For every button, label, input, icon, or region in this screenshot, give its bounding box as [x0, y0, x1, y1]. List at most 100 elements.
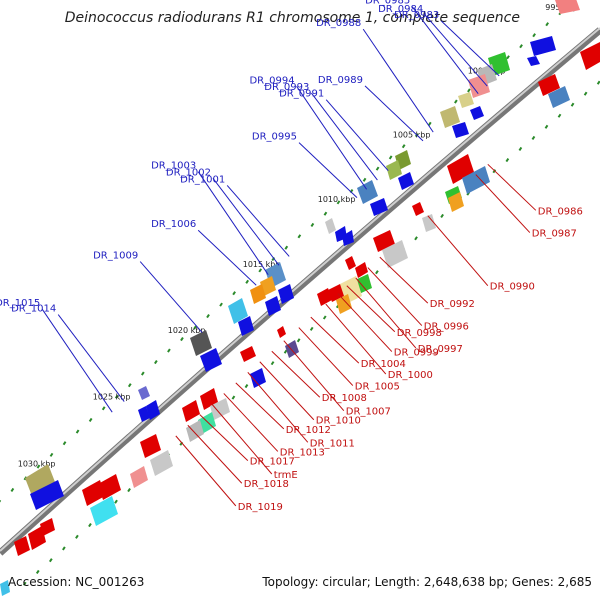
gene-label-forward[interactable]: DR_0989 [318, 75, 363, 86]
gene-label-reverse[interactable]: DR_1012 [286, 425, 331, 436]
gene-block[interactable] [90, 496, 118, 526]
gene-block[interactable] [548, 86, 570, 108]
gene-label-forward[interactable]: DR_0984 [378, 4, 423, 15]
gene-block[interactable] [470, 106, 484, 120]
gene-block[interactable] [458, 92, 474, 108]
gene-block[interactable] [250, 368, 266, 388]
gene-label-forward[interactable]: DR_0985 [365, 0, 410, 7]
gene-block[interactable] [447, 154, 474, 184]
label-leader-line [311, 92, 378, 181]
gene-label-forward[interactable]: DR_0993 [264, 82, 309, 93]
gene-block[interactable] [398, 172, 414, 190]
gene-block[interactable] [150, 450, 173, 476]
gene-block[interactable] [370, 198, 388, 216]
gene-block[interactable] [190, 330, 212, 356]
gene-block[interactable] [265, 296, 281, 316]
gene-block[interactable] [138, 386, 150, 400]
gene-label-reverse[interactable]: DR_1005 [355, 382, 400, 393]
gene-block[interactable] [422, 214, 436, 232]
gene-block[interactable] [382, 240, 408, 268]
gene-label-forward[interactable]: DR_1014 [11, 304, 56, 315]
gene-label-forward[interactable]: DR_0994 [249, 75, 294, 86]
gene-block[interactable] [140, 434, 161, 458]
gene-block[interactable] [527, 56, 540, 66]
label-leader-line [197, 229, 257, 286]
gene-block[interactable] [14, 536, 30, 556]
gene-block[interactable] [285, 340, 299, 358]
gene-label-forward[interactable]: DR_1006 [151, 219, 196, 230]
label-leader-line [259, 361, 315, 421]
gene-block[interactable] [345, 256, 356, 270]
gene-block[interactable] [182, 400, 200, 422]
gene-label-forward[interactable]: DR_1002 [166, 167, 211, 178]
gene-block[interactable] [580, 42, 600, 70]
gene-block[interactable] [452, 122, 469, 138]
gene-block[interactable] [30, 480, 64, 510]
gene-block[interactable] [238, 316, 254, 336]
gene-label-reverse[interactable]: DR_1011 [310, 438, 355, 449]
gene-block[interactable] [328, 284, 344, 302]
label-leader-line [325, 99, 389, 172]
gene-block[interactable] [555, 0, 580, 14]
gene-block[interactable] [468, 74, 490, 98]
gene-label-forward[interactable]: DR_0988 [316, 18, 361, 29]
gene-label-reverse[interactable]: DR_0987 [532, 229, 577, 240]
gene-label-reverse[interactable]: DR_1019 [238, 502, 283, 513]
gene-label-forward[interactable]: DR_0983 [394, 10, 439, 21]
gene-label-reverse[interactable]: DR_0992 [430, 299, 475, 310]
gene-block[interactable] [357, 180, 378, 204]
gene-block[interactable] [98, 474, 121, 500]
gene-block[interactable] [538, 74, 560, 96]
gene-block[interactable] [28, 526, 46, 550]
gene-block[interactable] [25, 464, 55, 496]
gene-label-forward[interactable]: DR_0995 [252, 132, 297, 143]
gene-label-reverse[interactable]: DR_1013 [280, 447, 325, 458]
gene-block[interactable] [342, 230, 354, 246]
gene-block[interactable] [186, 420, 204, 442]
scale-tick [362, 177, 367, 182]
gene-block[interactable] [355, 262, 368, 278]
kbp-label: 1025 kbp [93, 392, 131, 401]
gene-label-reverse[interactable]: trmE [274, 470, 298, 481]
gene-block[interactable] [40, 518, 55, 536]
gene-label-reverse[interactable]: DR_1010 [316, 416, 361, 427]
gene-label-reverse[interactable]: DR_0998 [397, 328, 442, 339]
scale-tick [114, 499, 118, 504]
gene-label-forward[interactable]: DR_1015 [0, 298, 40, 309]
gene-block[interactable] [146, 400, 160, 420]
gene-label-reverse[interactable]: DR_1004 [361, 359, 406, 370]
gene-block[interactable] [277, 326, 286, 338]
gene-block[interactable] [278, 284, 294, 304]
gene-block[interactable] [240, 346, 256, 362]
gene-block[interactable] [317, 288, 332, 306]
gene-label-reverse[interactable]: DR_1017 [250, 457, 295, 468]
gene-block[interactable] [210, 398, 230, 420]
gene-label-reverse[interactable]: DR_1007 [346, 407, 391, 418]
gene-block[interactable] [325, 218, 336, 234]
gene-block[interactable] [448, 192, 464, 212]
gene-block[interactable] [336, 294, 352, 314]
gene-label-reverse[interactable]: DR_1000 [388, 370, 433, 381]
gene-label-forward[interactable]: DR_1001 [180, 174, 225, 185]
gene-block[interactable] [228, 298, 248, 324]
gene-block[interactable] [0, 580, 10, 596]
gene-block[interactable] [412, 202, 424, 216]
gene-block[interactable] [130, 466, 148, 488]
gene-block[interactable] [200, 348, 222, 372]
scale-tick [388, 155, 393, 160]
gene-label-reverse[interactable]: DR_0996 [424, 322, 469, 333]
gene-label-forward[interactable]: DR_1003 [151, 161, 196, 172]
gene-label-forward[interactable]: DR_1009 [93, 251, 138, 262]
gene-label-reverse[interactable]: DR_0986 [538, 206, 583, 217]
gene-block[interactable] [462, 166, 490, 194]
gene-label-reverse[interactable]: DR_0990 [490, 282, 535, 293]
gene-label-reverse[interactable]: DR_0997 [418, 344, 463, 355]
gene-block[interactable] [250, 284, 266, 304]
gene-label-reverse[interactable]: DR_0999 [394, 348, 439, 359]
gene-label-reverse[interactable]: DR_1018 [244, 479, 289, 490]
gene-block[interactable] [138, 406, 150, 422]
gene-block[interactable] [440, 106, 460, 128]
gene-label-reverse[interactable]: DR_1008 [322, 393, 367, 404]
gene-block[interactable] [530, 36, 556, 56]
gene-block[interactable] [386, 160, 402, 180]
